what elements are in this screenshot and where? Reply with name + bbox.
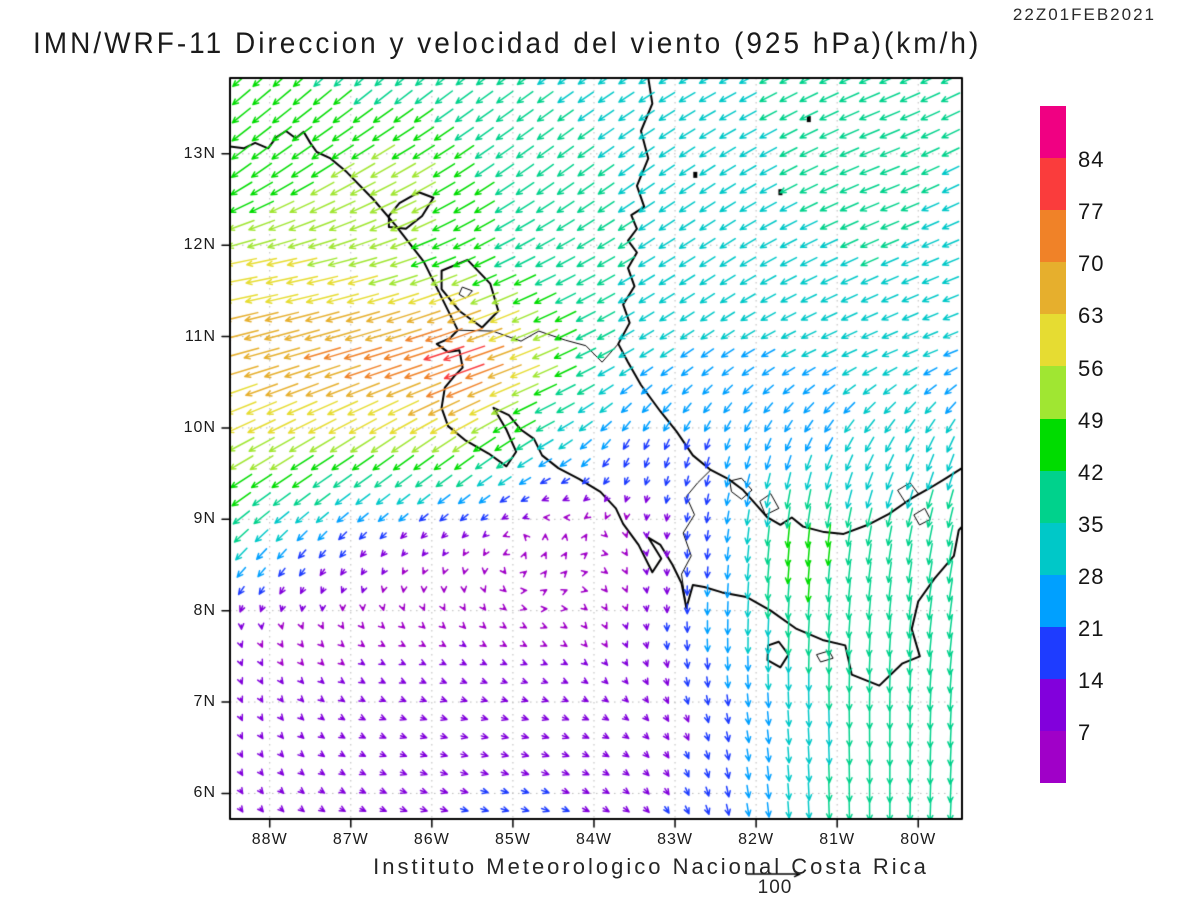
lat-tick-label: 6N [193, 784, 216, 802]
lat-tick-label: 11N [184, 327, 216, 345]
lon-tick-label: 88W [251, 831, 288, 848]
lon-tick-label: 81W [819, 831, 856, 848]
colorbar-segment [1040, 314, 1066, 367]
lon-tick-label: 83W [657, 831, 693, 848]
wind-speed-colorbar [1040, 106, 1066, 784]
colorbar-segment [1040, 626, 1066, 680]
colorbar-label: 7 [1078, 720, 1092, 746]
colorbar-label: 56 [1078, 355, 1105, 381]
lon-tick-label: 85W [494, 831, 531, 848]
colorbar-segment [1040, 106, 1066, 159]
colorbar-label: 49 [1078, 407, 1105, 433]
colorbar-segment [1040, 418, 1066, 471]
lat-tick-label: 13N [183, 144, 216, 162]
colorbar-label: 21 [1078, 616, 1105, 641]
chart-title: IMN/WRF-11 Direccion y velocidad del vie… [33, 27, 982, 60]
lat-tick-label: 10N [183, 418, 216, 436]
reference-vector-value: 100 [757, 877, 793, 898]
colorbar-label: 42 [1078, 459, 1105, 485]
colorbar-segment [1040, 262, 1066, 315]
lat-tick-label: 8N [193, 601, 216, 619]
lat-tick-label: 9N [193, 510, 216, 528]
colorbar-segment [1040, 210, 1066, 263]
colorbar-label: 70 [1078, 251, 1105, 277]
institution-credit: Instituto Meteorologico Nacional Costa R… [373, 854, 929, 879]
colorbar-segment [1040, 158, 1066, 211]
lat-tick-label: 7N [193, 693, 216, 711]
colorbar-segment [1040, 522, 1066, 575]
lon-tick-label: 82W [738, 831, 775, 848]
colorbar-label: 14 [1078, 668, 1105, 694]
colorbar-label: 28 [1078, 563, 1105, 589]
lon-tick-label: 87W [332, 831, 369, 848]
lon-tick-label: 84W [576, 831, 612, 848]
colorbar-label: 84 [1078, 147, 1105, 173]
forecast-timestamp: 22Z01FEB2021 [1012, 5, 1156, 24]
colorbar-label: 35 [1078, 511, 1105, 537]
colorbar-segment [1040, 366, 1066, 419]
lon-tick-label: 80W [900, 831, 937, 848]
lon-tick-label: 86W [413, 831, 450, 848]
colorbar-label: 77 [1078, 199, 1105, 225]
colorbar-segment [1040, 574, 1066, 627]
colorbar-label: 63 [1078, 303, 1105, 329]
colorbar-segment [1040, 679, 1066, 732]
colorbar-segment [1040, 470, 1066, 523]
colorbar-segment [1040, 731, 1066, 784]
lat-tick-label: 12N [183, 236, 216, 254]
